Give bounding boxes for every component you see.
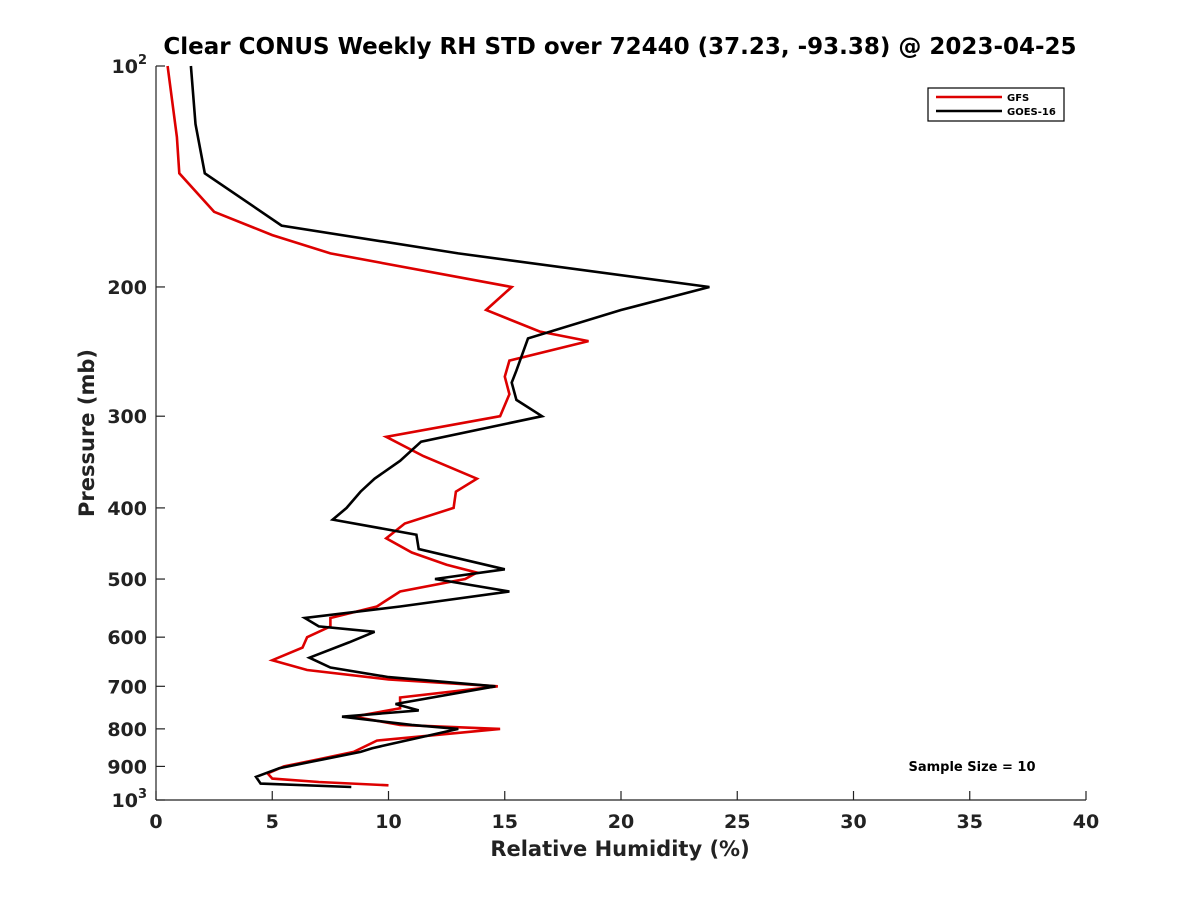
y-tick-label: 900	[107, 756, 147, 778]
y-tick-label-base: 900	[107, 756, 147, 778]
x-tick-label: 35	[957, 811, 983, 833]
legend: GFS GOES-16	[927, 87, 1065, 122]
x-ticks: 0 5 10 15 20 25 30 35 40	[149, 791, 1099, 833]
x-tick-label: 0	[149, 811, 162, 833]
y-tick-label-base: 10	[112, 56, 138, 78]
y-tick-label: 700	[107, 676, 147, 698]
x-axis-label: Relative Humidity (%)	[490, 837, 749, 861]
y-tick-label-base: 400	[107, 498, 147, 520]
x-tick-label: 5	[266, 811, 279, 833]
y-tick-label-base: 200	[107, 277, 147, 299]
legend-label-goes16: GOES-16	[1007, 107, 1056, 118]
y-tick-label-exponent: 2	[138, 53, 147, 68]
series-layer	[166, 65, 710, 789]
y-tick-label-exponent: 3	[138, 787, 147, 802]
legend-label-gfs: GFS	[1007, 93, 1029, 104]
x-tick-label: 10	[375, 811, 401, 833]
y-tick-label-base: 600	[107, 627, 147, 649]
x-tick-label: 20	[608, 811, 634, 833]
series-line-gfs	[166, 65, 589, 787]
y-tick-label: 400	[107, 498, 147, 520]
y-tick-label-base: 300	[107, 406, 147, 428]
y-tick-label: 600	[107, 627, 147, 649]
y-tick-label-base: 700	[107, 676, 147, 698]
y-tick-label: 200	[107, 277, 147, 299]
x-tick-label: 15	[492, 811, 518, 833]
legend-box	[927, 87, 1065, 122]
series-line-goes16	[189, 65, 710, 789]
x-tick-label: 30	[840, 811, 866, 833]
chart-title: Clear CONUS Weekly RH STD over 72440 (37…	[163, 34, 1076, 60]
y-tick-label: 500	[107, 569, 147, 591]
x-tick-label: 40	[1073, 811, 1099, 833]
y-tick-label: 103	[112, 787, 148, 812]
y-tick-label: 800	[107, 719, 147, 741]
y-axis-label: Pressure (mb)	[75, 349, 99, 517]
y-tick-label-base: 500	[107, 569, 147, 591]
x-tick-label: 25	[724, 811, 750, 833]
sample-size-annotation: Sample Size = 10	[908, 760, 1035, 775]
y-tick-label-base: 800	[107, 719, 147, 741]
y-tick-label: 102	[112, 53, 148, 78]
y-tick-label-base: 10	[112, 790, 138, 812]
y-tick-label: 300	[107, 406, 147, 428]
